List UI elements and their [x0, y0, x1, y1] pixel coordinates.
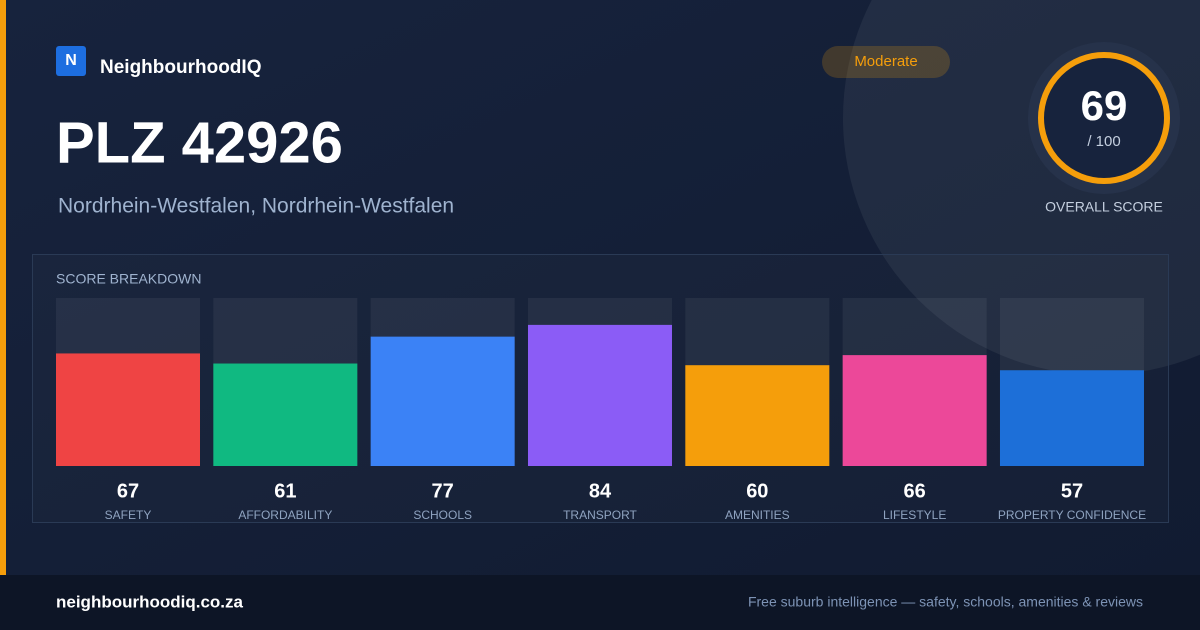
bar: [685, 365, 830, 466]
category-label: TRANSPORT: [563, 508, 637, 522]
chart-title: SCORE BREAKDOWN: [56, 271, 201, 287]
panel: [32, 254, 1169, 523]
value-label: 84: [589, 480, 612, 502]
category-label: AMENITIES: [725, 508, 790, 522]
value-label: 61: [274, 480, 296, 502]
badge-text: Moderate: [854, 53, 917, 70]
logo-letter: N: [65, 52, 77, 69]
logo: [56, 46, 86, 76]
badge: [822, 46, 950, 78]
bar: [213, 363, 358, 466]
value-label: 60: [746, 480, 768, 502]
accent-stripe: [0, 0, 6, 575]
category-label: PROPERTY CONFIDENCE: [998, 508, 1146, 522]
category-label: LIFESTYLE: [883, 508, 946, 522]
bar: [999, 370, 1144, 466]
background: [0, 0, 1200, 575]
bar: [56, 353, 200, 466]
footer-tagline: Free suburb intelligence — safety, schoo…: [748, 594, 1143, 610]
bar: [370, 336, 515, 466]
score-ring: [1038, 52, 1170, 184]
value-label: 77: [432, 480, 454, 502]
category-label: SAFETY: [105, 508, 152, 522]
bar: [527, 324, 672, 466]
score-value: 69: [1081, 82, 1128, 129]
value-label: 57: [1061, 480, 1083, 502]
title: PLZ 42926: [56, 110, 343, 175]
brand: NeighbourhoodIQ: [100, 57, 261, 78]
footer-site: neighbourhoodiq.co.za: [56, 592, 244, 611]
footer-bar: [0, 575, 1200, 630]
score-suffix: / 100: [1087, 133, 1120, 150]
value-label: 66: [904, 480, 926, 502]
value-label: 67: [117, 480, 139, 502]
score-label: OVERALL SCORE: [1045, 199, 1163, 215]
bar: [842, 355, 987, 466]
category-label: AFFORDABILITY: [238, 508, 332, 522]
category-label: SCHOOLS: [413, 508, 472, 522]
subtitle: Nordrhein-Westfalen, Nordrhein-Westfalen: [58, 195, 454, 218]
